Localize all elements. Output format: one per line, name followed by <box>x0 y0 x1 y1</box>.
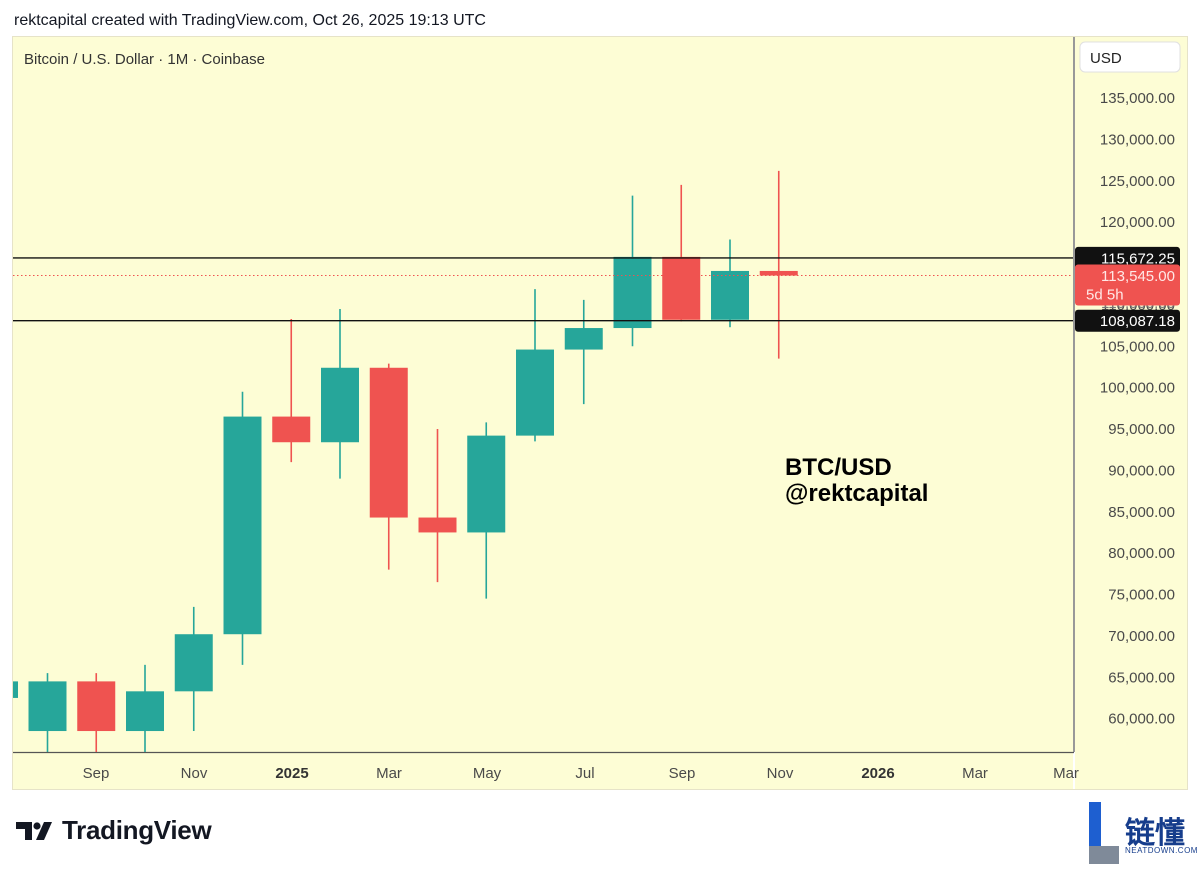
neatdown-logo-icon <box>1089 802 1119 864</box>
time-axis-background <box>13 753 1073 789</box>
annotation-author: @rektcapital <box>785 480 928 507</box>
candle-body[interactable] <box>272 416 311 443</box>
price-line-marker-label: 108,087.18 <box>1100 313 1175 330</box>
price-axis-background <box>1075 37 1187 789</box>
current-price-label: 113,545.00 <box>1101 268 1175 285</box>
price-tick-label: 135,000.00 <box>1100 90 1175 107</box>
candle-body[interactable] <box>418 517 457 533</box>
price-tick-label: 130,000.00 <box>1100 131 1175 148</box>
candle-body[interactable] <box>321 367 359 443</box>
price-markers: 110,000.00115,672.25108,087.18113,545.00… <box>1075 246 1180 332</box>
candle-body[interactable] <box>369 367 408 518</box>
candle-body[interactable] <box>759 270 798 276</box>
price-tick-label: 65,000.00 <box>1108 669 1175 686</box>
neatdown-watermark: 链懂 NEATDOWN.COM <box>1085 800 1197 866</box>
time-tick-label: Sep <box>83 765 110 782</box>
time-tick-label: Sep <box>669 765 696 782</box>
tradingview-logo[interactable]: TradingView <box>14 815 212 846</box>
candle-body[interactable] <box>174 634 213 692</box>
time-tick-label: Jul <box>575 765 594 782</box>
price-tick-label: 95,000.00 <box>1108 421 1175 438</box>
candle-body[interactable] <box>662 256 701 320</box>
time-tick-label: Mar <box>1053 765 1079 782</box>
tradingview-wordmark: TradingView <box>62 815 212 845</box>
time-tick-label: 2025 <box>275 765 308 782</box>
current-price-marker <box>1075 264 1180 306</box>
price-tick-label: 105,000.00 <box>1100 338 1175 355</box>
price-tick-label: 120,000.00 <box>1100 214 1175 231</box>
currency-button[interactable] <box>1079 41 1181 73</box>
price-tick-label: 75,000.00 <box>1108 587 1175 604</box>
price-tick-label: 125,000.00 <box>1100 173 1175 190</box>
currency-button-label: USD <box>1090 50 1122 67</box>
candle-body[interactable] <box>711 270 749 320</box>
candle-countdown: 5d 5h <box>1086 287 1124 304</box>
price-lines <box>13 257 1073 322</box>
candle-body[interactable] <box>126 691 164 732</box>
candle-body <box>13 681 18 698</box>
price-line-marker <box>1075 309 1180 332</box>
price-tick-label: 85,000.00 <box>1108 504 1175 521</box>
symbol-info: Bitcoin / U.S. Dollar · 1M · Coinbase <box>24 51 265 68</box>
candle-body[interactable] <box>467 435 506 533</box>
watermark-english: NEATDOWN.COM <box>1125 846 1198 855</box>
time-tick-label: Mar <box>962 765 988 782</box>
candle-series <box>13 170 798 752</box>
price-tick-label: 70,000.00 <box>1108 628 1175 645</box>
candle-body[interactable] <box>564 328 603 350</box>
tradingview-logo-icon <box>16 821 52 840</box>
candle-body[interactable] <box>223 416 262 635</box>
price-line-marker <box>1075 246 1180 269</box>
time-tick-label: Nov <box>767 765 794 782</box>
chart-caption: rektcapital created with TradingView.com… <box>14 12 486 29</box>
price-line-marker-label: 115,672.25 <box>1101 250 1175 267</box>
time-tick-label: May <box>473 765 502 782</box>
candle-body[interactable] <box>77 681 116 732</box>
price-tick-label: 90,000.00 <box>1108 462 1175 479</box>
annotation-pair: BTC/USD <box>785 454 892 481</box>
time-axis: Sep Nov 2025 Mar May Jul Sep Nov 2026 Mar Mar <box>83 765 1079 782</box>
time-tick-label: Mar <box>376 765 402 782</box>
candle-body[interactable] <box>613 256 652 329</box>
watermark-chinese: 链懂 <box>1125 817 1185 850</box>
candle-body[interactable] <box>28 681 67 732</box>
price-tick-label: 100,000.00 <box>1100 380 1175 397</box>
price-tick-label: 80,000.00 <box>1108 545 1175 562</box>
time-tick-label: 2026 <box>861 765 894 782</box>
chart-frame <box>12 36 1188 790</box>
price-axis: 135,000.00 130,000.00 125,000.00 120,000.00… <box>1100 90 1175 728</box>
candle-body[interactable] <box>516 349 554 436</box>
time-tick-label: Nov <box>181 765 208 782</box>
price-tick-label: 60,000.00 <box>1108 711 1175 728</box>
